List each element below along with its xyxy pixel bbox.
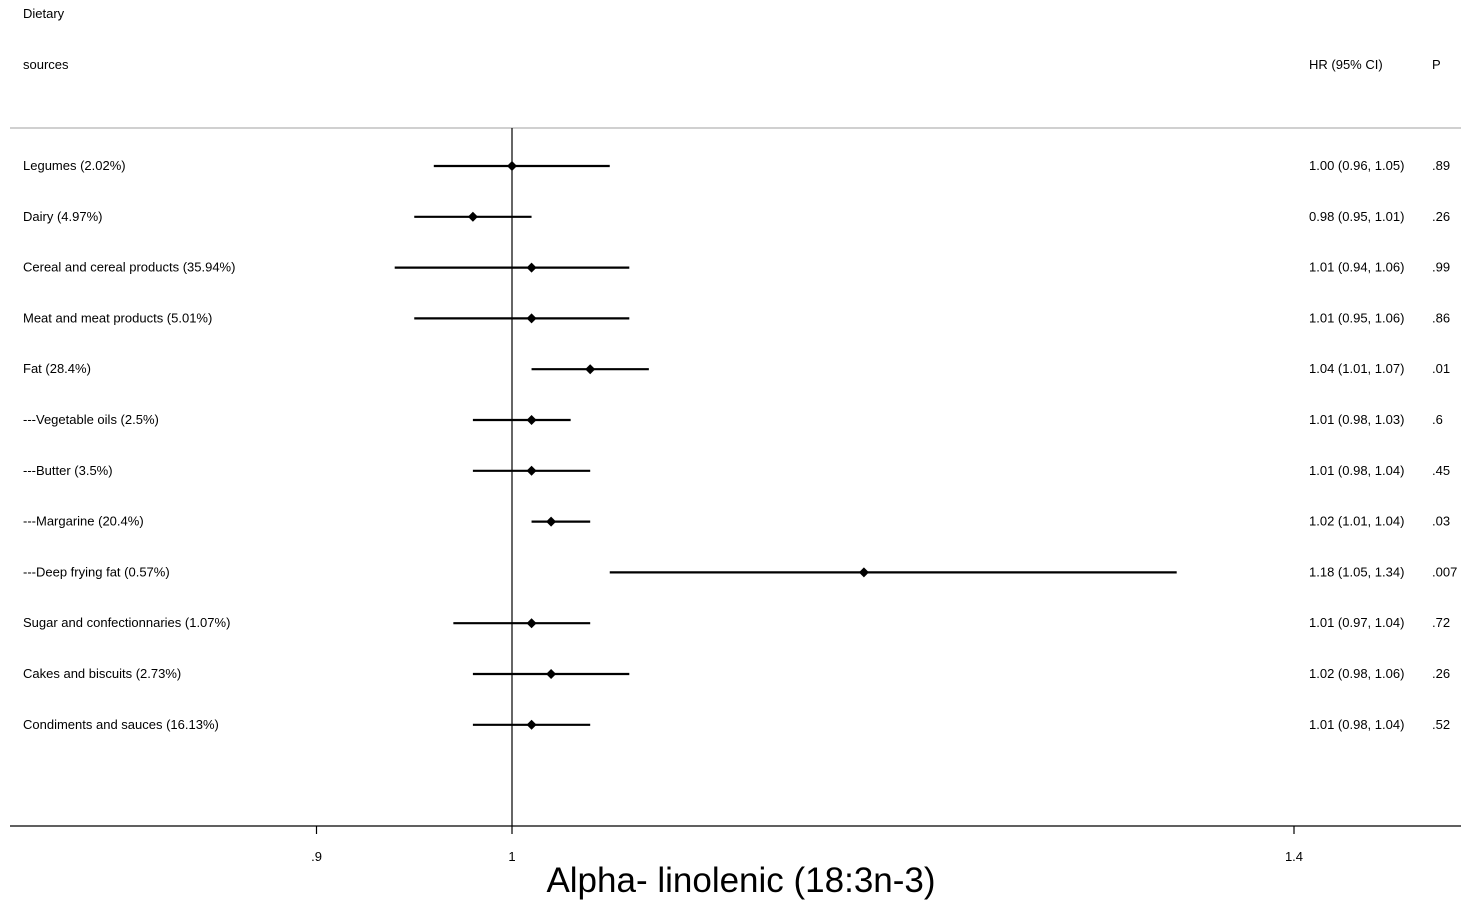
header-hr-ci: HR (95% CI) [1309, 57, 1383, 72]
point-estimate-marker [585, 364, 596, 375]
row-hr-ci: 1.02 (0.98, 1.06) [1309, 666, 1404, 681]
row-label: ---Margarine (20.4%) [23, 514, 144, 529]
row-hr-ci: 1.18 (1.05, 1.34) [1309, 564, 1404, 579]
row-hr-ci: 1.01 (0.97, 1.04) [1309, 615, 1404, 630]
header-dietary: Dietary [23, 6, 65, 21]
row-label: Fat (28.4%) [23, 361, 91, 376]
row-hr-ci: 1.01 (0.94, 1.06) [1309, 260, 1404, 275]
point-estimate-marker [526, 618, 537, 629]
row-label: Cereal and cereal products (35.94%) [23, 260, 235, 275]
point-estimate-marker [546, 516, 557, 527]
point-estimate-marker [546, 669, 557, 679]
row-label: ---Butter (3.5%) [23, 463, 113, 478]
row-hr-ci: 1.02 (1.01, 1.04) [1309, 514, 1404, 529]
row-p-value: .52 [1432, 717, 1450, 732]
row-label: Legumes (2.02%) [23, 158, 126, 173]
row-label: Sugar and confectionnaries (1.07%) [23, 615, 230, 630]
row-hr-ci: 1.01 (0.98, 1.04) [1309, 717, 1404, 732]
row-label: ---Vegetable oils (2.5%) [23, 412, 159, 427]
row-label: Cakes and biscuits (2.73%) [23, 666, 181, 681]
point-estimate-marker [526, 262, 537, 273]
row-p-value: .72 [1432, 615, 1450, 630]
row-p-value: .26 [1432, 666, 1450, 681]
row-label: Dairy (4.97%) [23, 209, 102, 224]
point-estimate-marker [526, 465, 537, 476]
row-p-value: .26 [1432, 209, 1450, 224]
row-hr-ci: 1.01 (0.98, 1.03) [1309, 412, 1404, 427]
x-axis-ticks: .9 1 1.4 [311, 826, 1303, 864]
row-p-value: .6 [1432, 412, 1443, 427]
row-p-value: .007 [1432, 564, 1457, 579]
row-hr-ci: 0.98 (0.95, 1.01) [1309, 209, 1404, 224]
row-hr-ci: 1.01 (0.98, 1.04) [1309, 463, 1404, 478]
x-tick-label: 1 [508, 849, 515, 864]
x-axis-title: Alpha- linolenic (18:3n-3) [546, 861, 935, 900]
row-p-value: .86 [1432, 310, 1450, 325]
point-estimate-marker [507, 161, 517, 171]
x-tick-label: 1.4 [1285, 849, 1303, 864]
header-p: P [1432, 57, 1441, 72]
row-p-value: .99 [1432, 260, 1450, 275]
row-hr-ci: 1.01 (0.95, 1.06) [1309, 310, 1404, 325]
forest-rows: Legumes (2.02%) 1.00 (0.96, 1.05) .89 Dairy… [23, 158, 1457, 732]
x-tick-label: .9 [311, 849, 322, 864]
point-estimate-marker [526, 415, 537, 425]
row-hr-ci: 1.04 (1.01, 1.07) [1309, 361, 1404, 376]
row-p-value: .45 [1432, 463, 1450, 478]
point-estimate-marker [526, 719, 537, 730]
row-p-value: .89 [1432, 158, 1450, 173]
row-label: Condiments and sauces (16.13%) [23, 717, 219, 732]
row-p-value: .01 [1432, 361, 1450, 376]
point-estimate-marker [467, 211, 478, 222]
point-estimate-marker [526, 313, 537, 324]
header-sources: sources [23, 57, 69, 72]
row-p-value: .03 [1432, 514, 1450, 529]
row-hr-ci: 1.00 (0.96, 1.05) [1309, 158, 1404, 173]
row-label: ---Deep frying fat (0.57%) [23, 564, 170, 579]
row-label: Meat and meat products (5.01%) [23, 310, 212, 325]
point-estimate-marker [858, 567, 869, 578]
